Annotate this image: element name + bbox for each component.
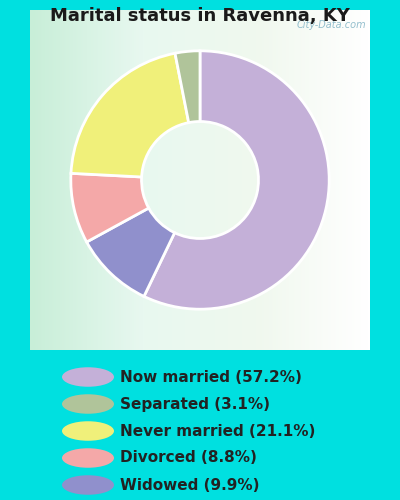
Circle shape bbox=[62, 394, 114, 414]
Circle shape bbox=[62, 367, 114, 387]
Wedge shape bbox=[71, 174, 149, 242]
Circle shape bbox=[62, 448, 114, 468]
Text: Separated (3.1%): Separated (3.1%) bbox=[120, 396, 270, 411]
Text: City-Data.com: City-Data.com bbox=[297, 20, 367, 30]
Text: Divorced (8.8%): Divorced (8.8%) bbox=[120, 450, 257, 466]
Text: Widowed (9.9%): Widowed (9.9%) bbox=[120, 478, 260, 492]
Text: Never married (21.1%): Never married (21.1%) bbox=[120, 424, 315, 438]
Circle shape bbox=[62, 475, 114, 495]
Wedge shape bbox=[71, 53, 189, 177]
Text: Now married (57.2%): Now married (57.2%) bbox=[120, 370, 302, 384]
Wedge shape bbox=[175, 51, 200, 123]
Circle shape bbox=[62, 421, 114, 441]
Text: Marital status in Ravenna, KY: Marital status in Ravenna, KY bbox=[50, 8, 350, 26]
Wedge shape bbox=[144, 51, 329, 309]
Wedge shape bbox=[87, 208, 175, 296]
